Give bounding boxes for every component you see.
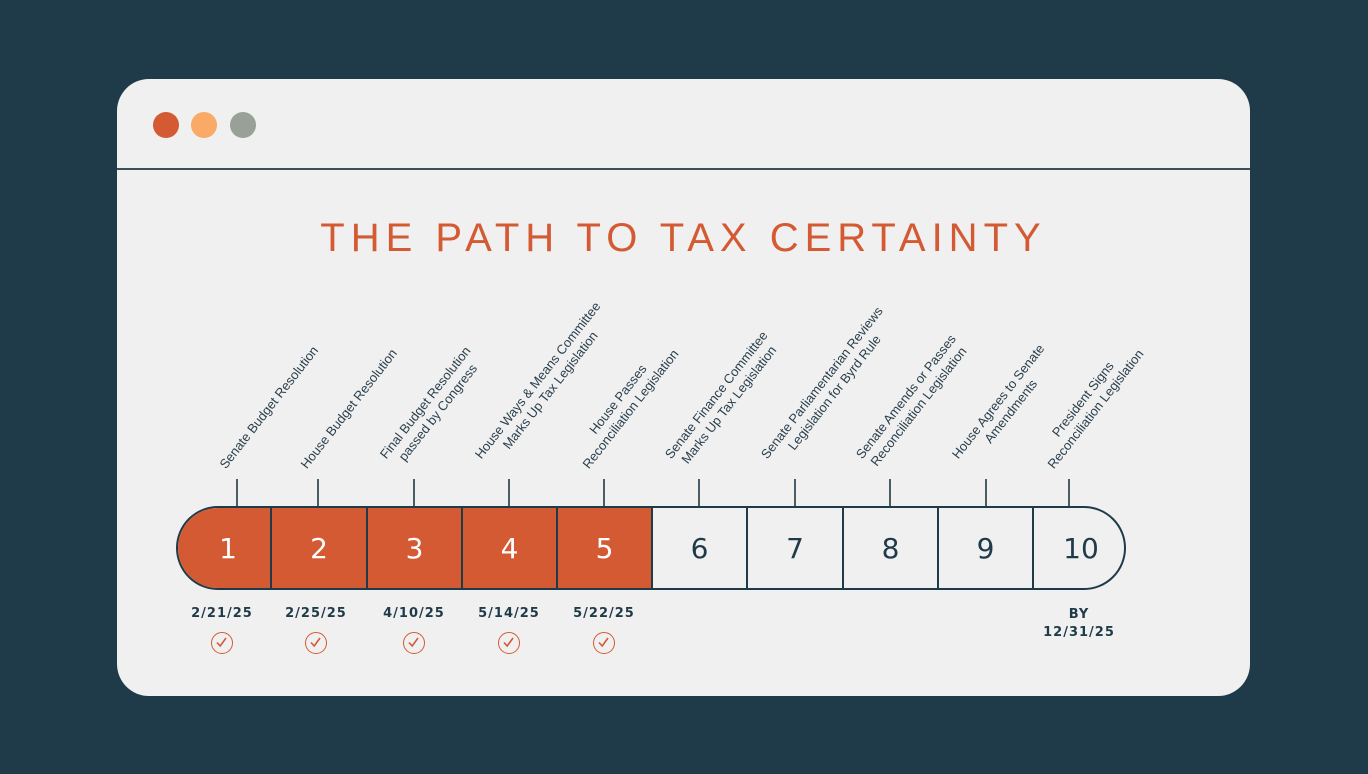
step-segment-2: 2 [272,508,368,588]
step-tick [236,479,238,506]
page-title: THE PATH TO TAX CERTAINTY [320,216,1047,260]
step-tick [603,479,605,506]
step-tick [985,479,987,506]
checkmark-circle-icon [305,632,327,654]
step-segment-4: 4 [463,508,558,588]
step-label-line: Reconciliation Legislation [1044,346,1147,472]
step-tick [413,479,415,506]
window-card: THE PATH TO TAX CERTAINTY [117,79,1250,696]
step-segment-5: 5 [558,508,653,588]
step-segment-10: 10 [1034,508,1124,588]
step-segment-3: 3 [368,508,463,588]
step-number: 7 [786,531,804,565]
deadline-value: 12/31/25 [1043,625,1115,640]
step-number: 5 [595,531,614,565]
step-number: 9 [976,531,995,565]
step-tick [889,479,891,506]
step-date: 5/22/25 [573,606,635,621]
step-number: 3 [405,531,424,565]
step-tick [794,479,796,506]
step-tick [698,479,700,506]
checkmark-circle-icon [498,632,520,654]
close-dot-icon[interactable] [153,112,179,138]
step-date: 5/14/25 [478,606,540,621]
step-date: 4/10/25 [383,606,445,621]
progress-bar: 1 2 3 4 5 6 7 8 9 10 [176,506,1126,590]
checkmark-circle-icon [403,632,425,654]
step-number: 8 [881,531,900,565]
step-segment-6: 6 [653,508,748,588]
step-label-line: Senate Finance Committee [661,328,771,462]
maximize-dot-icon[interactable] [230,112,256,138]
checkmark-circle-icon [211,632,233,654]
step-number: 1 [219,531,237,565]
step-segment-7: 7 [748,508,844,588]
step-tick [317,479,319,506]
checkmark-circle-icon [593,632,615,654]
step-number: 10 [1063,531,1099,565]
step-number: 4 [500,531,519,565]
step-segment-8: 8 [844,508,939,588]
step-segment-9: 9 [939,508,1034,588]
step-tick [508,479,510,506]
step-segment-1: 1 [178,508,272,588]
window-titlebar [117,79,1250,170]
step-number: 6 [690,531,709,565]
step-tick [1068,479,1070,506]
step-date: 2/21/25 [191,606,253,621]
step-number: 2 [310,531,328,565]
deadline-date: BY 12/31/25 [1019,606,1139,642]
step-label-line: passed by Congress [395,361,481,464]
step-date: 2/25/25 [285,606,347,621]
deadline-prefix: BY [1068,607,1090,622]
minimize-dot-icon[interactable] [191,112,217,138]
